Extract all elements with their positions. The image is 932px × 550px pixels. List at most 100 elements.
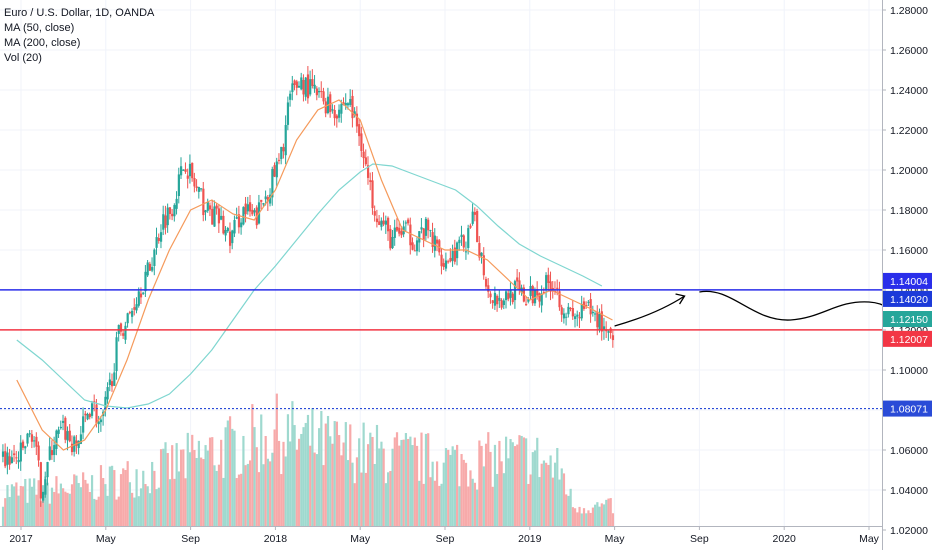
candle-body	[208, 205, 212, 210]
candle-body	[500, 300, 503, 308]
x-tick-label: May	[350, 533, 371, 545]
candle-body	[516, 277, 519, 282]
volume-bar	[200, 457, 203, 526]
volume-bar	[133, 497, 136, 526]
candle-body	[509, 290, 512, 298]
candle-body	[222, 215, 225, 234]
volume-bar	[297, 438, 301, 526]
candle-body	[507, 293, 510, 300]
volume-bar	[110, 465, 114, 526]
volume-bar	[282, 441, 285, 526]
candle-body	[542, 291, 546, 293]
candle-body	[44, 479, 47, 495]
volume-bar	[369, 432, 372, 526]
volume-bar	[188, 452, 192, 526]
candle-body	[253, 210, 256, 213]
volume-bar	[458, 486, 461, 526]
candle-body	[82, 416, 85, 433]
candle-body	[46, 462, 49, 478]
price-tag-bg-2	[883, 311, 932, 327]
candle-body	[444, 260, 448, 269]
candle-body	[64, 417, 67, 440]
candle-body	[482, 255, 485, 276]
candle-body	[324, 101, 327, 114]
candle-body	[306, 74, 310, 99]
volume-bar	[186, 432, 189, 526]
volume-bar	[148, 493, 152, 526]
volume-bar	[422, 483, 425, 526]
volume-bar	[182, 449, 185, 526]
candle-body	[609, 328, 612, 333]
volume-bar	[293, 425, 296, 526]
volume-bar	[73, 474, 76, 526]
candle-body	[442, 263, 445, 267]
chart-title[interactable]: Euro / U.S. Dollar, 1D, OANDA	[4, 7, 155, 19]
volume-bar	[202, 459, 205, 526]
volume-bar	[589, 512, 592, 526]
indicator-ma200[interactable]: MA (200, close)	[4, 37, 81, 49]
candle-body	[511, 293, 514, 303]
volume-bar	[342, 442, 345, 526]
candle-body	[204, 210, 207, 213]
volume-bar	[571, 507, 574, 526]
candle-body	[322, 91, 325, 102]
candle-body	[75, 440, 78, 446]
volume-bar	[438, 485, 441, 526]
candle-body	[598, 314, 601, 330]
candle-body	[429, 230, 432, 232]
volume-bar	[413, 437, 416, 526]
candle-body	[224, 230, 227, 236]
volume-bar	[8, 496, 11, 526]
volume-bar	[471, 478, 474, 526]
candle-body	[153, 249, 156, 267]
volume-bar	[226, 420, 229, 526]
volume-bar	[217, 464, 221, 526]
volume-bar	[594, 504, 597, 526]
volume-bar	[574, 508, 577, 526]
candle-body	[213, 206, 216, 227]
candle-body	[302, 79, 305, 95]
candle-body	[369, 180, 372, 183]
volume-bar	[1, 506, 5, 526]
price-tag-label-0: 1.14004	[890, 276, 928, 288]
volume-bar	[162, 448, 165, 526]
candle-body	[119, 323, 123, 332]
candle-body	[491, 300, 494, 304]
volume-bar	[273, 429, 276, 526]
candle-body	[411, 242, 414, 250]
candle-body	[291, 83, 294, 93]
volume-bar	[551, 477, 554, 526]
indicator-ma50[interactable]: MA (50, close)	[4, 22, 75, 34]
volume-bar	[533, 450, 537, 526]
candle-body	[293, 80, 296, 85]
candle-body	[249, 202, 252, 212]
candle-body	[240, 222, 243, 228]
candle-body	[607, 331, 610, 333]
indicator-volume[interactable]: Vol (20)	[4, 52, 42, 64]
candle-body	[353, 111, 356, 116]
candle-body	[380, 220, 383, 227]
volume-bar	[108, 466, 111, 526]
volume-bar	[456, 444, 459, 526]
candle-body	[226, 228, 229, 232]
volume-bar	[387, 472, 390, 526]
candle-body	[99, 419, 103, 423]
candle-body	[538, 293, 541, 302]
candle-body	[84, 413, 87, 416]
volume-bar	[215, 470, 218, 526]
volume-bar	[13, 486, 16, 526]
candle-body	[449, 257, 452, 262]
candle-body	[242, 207, 245, 225]
candle-body	[264, 196, 267, 200]
candle-body	[48, 446, 51, 460]
volume-bar	[600, 503, 603, 526]
candle-body	[311, 79, 314, 86]
price-tag-label-4: 1.08071	[890, 404, 928, 416]
volume-bar	[126, 461, 129, 526]
volume-bar	[351, 462, 354, 526]
volume-bar	[97, 496, 100, 526]
volume-bar	[338, 435, 341, 526]
volume-bar	[75, 475, 78, 526]
